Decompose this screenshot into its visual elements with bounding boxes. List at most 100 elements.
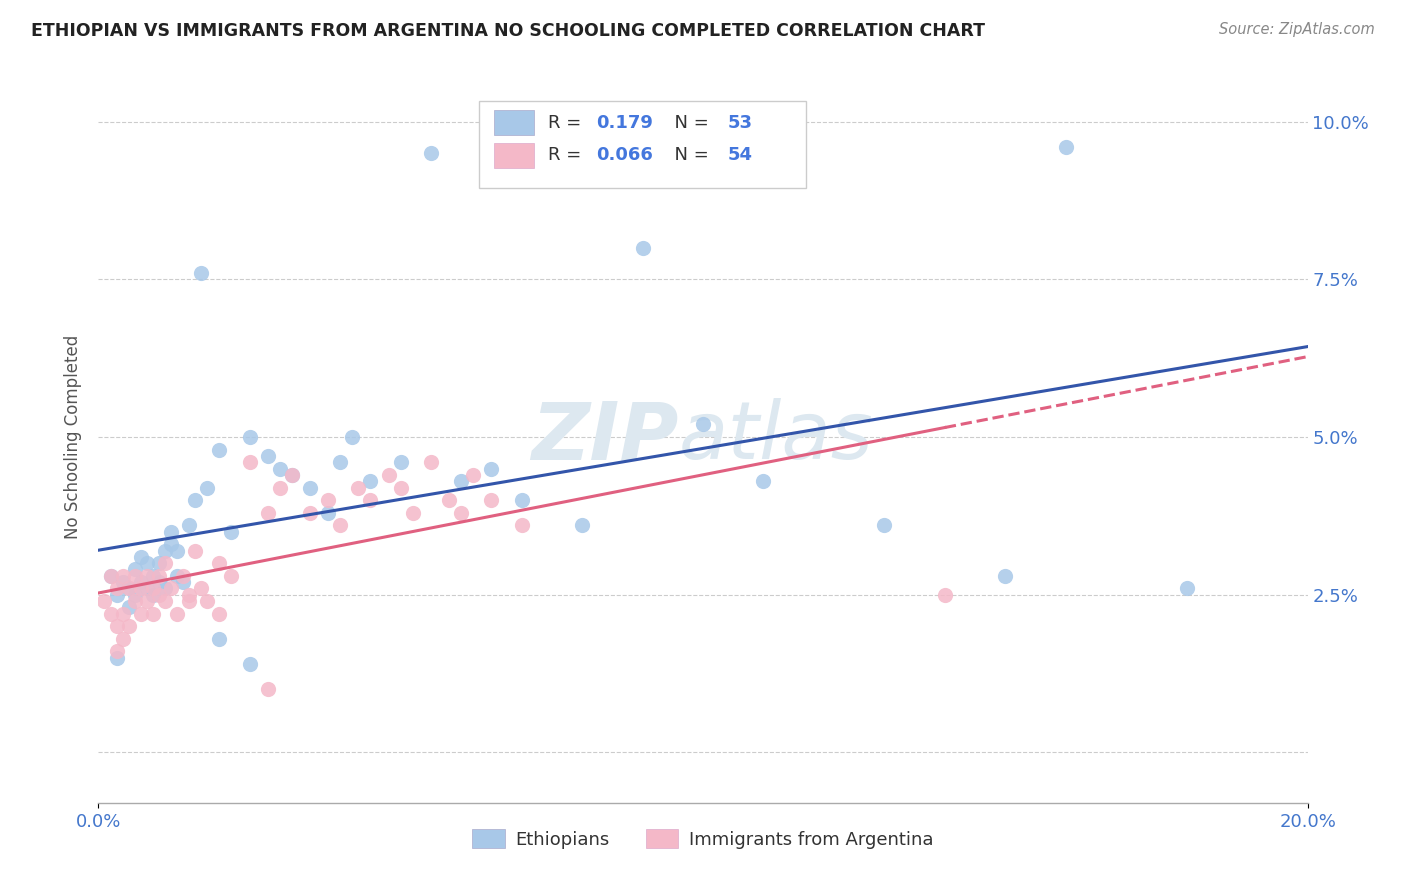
Point (160, 524, 183, 539)
Point (135, 594, 157, 608)
Point (402, 506, 425, 520)
Point (179, 594, 201, 608)
Point (256, 682, 278, 697)
Point (105, 582, 128, 596)
Point (256, 449, 278, 463)
Point (100, 607, 122, 621)
Point (934, 588, 956, 602)
Point (1054, 140, 1077, 154)
Point (208, 556, 231, 570)
Point (420, 146, 443, 161)
Point (135, 569, 157, 583)
Point (105, 644, 128, 658)
Point (184, 543, 207, 558)
Point (256, 506, 278, 520)
Point (118, 600, 141, 615)
Point (135, 556, 157, 570)
Text: 53: 53 (727, 113, 752, 131)
Point (195, 481, 218, 495)
Point (208, 442, 231, 457)
Point (269, 461, 291, 475)
Text: 54: 54 (727, 146, 752, 164)
Point (571, 518, 593, 533)
Point (148, 588, 170, 602)
Point (105, 619, 128, 633)
Text: 0.066: 0.066 (596, 146, 654, 164)
Point (299, 481, 322, 495)
Point (172, 575, 194, 590)
Point (342, 430, 364, 444)
Point (463, 467, 485, 482)
Point (153, 556, 176, 570)
Point (148, 575, 170, 590)
Point (160, 582, 183, 596)
Point (153, 582, 176, 596)
Point (377, 467, 399, 482)
Point (873, 518, 896, 533)
Text: Source: ZipAtlas.com: Source: ZipAtlas.com (1219, 22, 1375, 37)
Point (347, 481, 370, 495)
Point (208, 607, 231, 621)
Point (299, 506, 322, 520)
Point (450, 474, 472, 488)
Point (100, 569, 122, 583)
Point (118, 619, 141, 633)
Point (631, 241, 654, 255)
Point (239, 455, 262, 469)
Text: N =: N = (664, 113, 714, 131)
Point (239, 430, 262, 444)
Point (221, 569, 243, 583)
Point (172, 569, 194, 583)
Point (360, 474, 382, 488)
Point (450, 506, 472, 520)
Point (142, 607, 165, 621)
Point (111, 569, 134, 583)
FancyBboxPatch shape (494, 144, 534, 168)
Point (118, 582, 141, 596)
Point (281, 467, 304, 482)
Point (124, 569, 146, 583)
Point (111, 607, 134, 621)
Point (269, 481, 291, 495)
Point (153, 543, 176, 558)
Point (166, 607, 188, 621)
Y-axis label: No Schooling Completed: No Schooling Completed (65, 335, 83, 539)
Point (166, 543, 188, 558)
Point (129, 549, 152, 564)
Point (190, 266, 212, 280)
Point (111, 575, 134, 590)
Point (124, 588, 146, 602)
Text: ZIP: ZIP (531, 398, 679, 476)
Point (239, 657, 262, 671)
Text: N =: N = (664, 146, 714, 164)
Point (510, 493, 533, 508)
Point (105, 588, 128, 602)
Point (208, 632, 231, 646)
Point (184, 493, 207, 508)
Point (389, 455, 412, 469)
Point (329, 455, 352, 469)
Point (105, 650, 128, 665)
Point (195, 594, 218, 608)
Text: R =: R = (548, 146, 588, 164)
Point (481, 461, 503, 475)
Point (179, 588, 201, 602)
Point (994, 569, 1017, 583)
Point (1175, 582, 1198, 596)
Point (148, 569, 170, 583)
Point (160, 537, 183, 551)
Point (100, 569, 122, 583)
FancyBboxPatch shape (479, 101, 806, 188)
Point (329, 518, 352, 533)
Point (142, 569, 165, 583)
Point (153, 594, 176, 608)
Point (129, 607, 152, 621)
Point (135, 582, 157, 596)
Point (111, 632, 134, 646)
Point (481, 493, 503, 508)
Point (510, 518, 533, 533)
FancyBboxPatch shape (494, 111, 534, 135)
Point (148, 556, 170, 570)
Point (179, 518, 201, 533)
Point (93, 594, 115, 608)
